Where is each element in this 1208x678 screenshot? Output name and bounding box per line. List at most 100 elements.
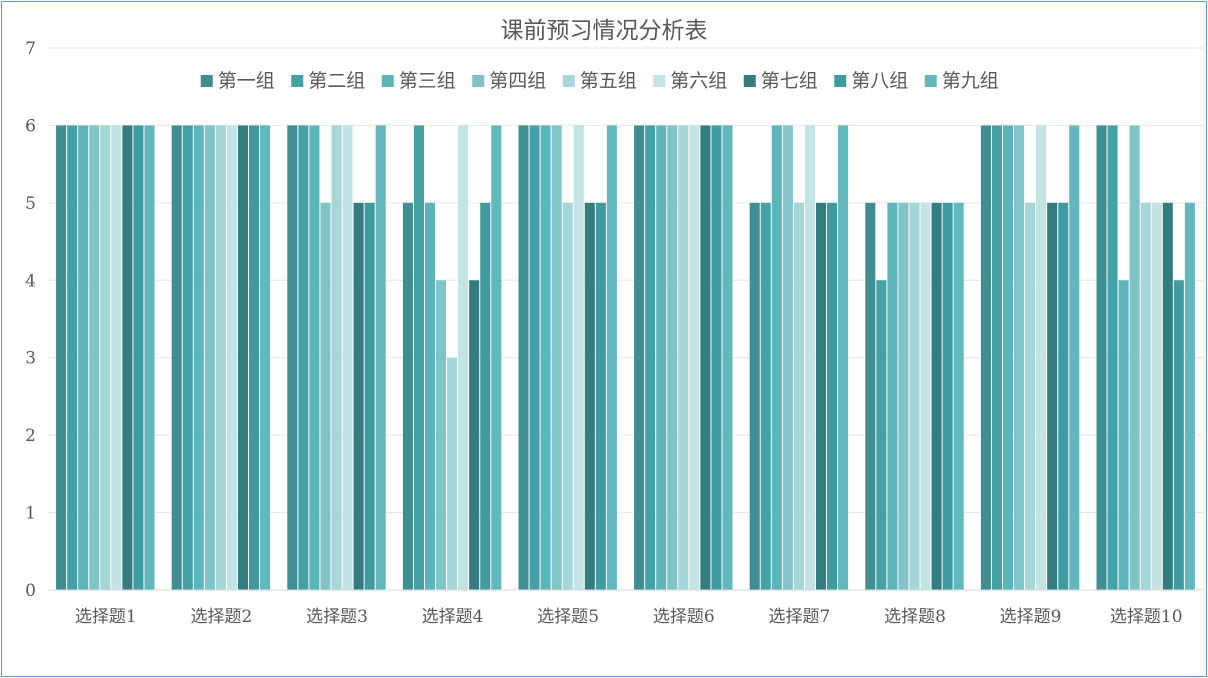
- bar-1-2: [67, 125, 78, 591]
- bar-2-8: [249, 125, 260, 591]
- bar-1-7: [122, 125, 133, 591]
- bar-6-1: [634, 125, 645, 591]
- bar-3-3: [309, 125, 320, 591]
- bar-6-3: [656, 125, 667, 591]
- y-tick-label-2: 2: [25, 426, 36, 446]
- bar-8-1: [865, 202, 876, 591]
- legend-swatch-1: [200, 75, 213, 87]
- bar-3-6: [342, 125, 353, 591]
- bar-10-4: [1129, 125, 1140, 591]
- bar-9-8: [1058, 202, 1069, 591]
- bar-7-3: [771, 125, 782, 591]
- legend-label-9: 第九组: [942, 70, 999, 92]
- bar-6-4: [667, 125, 678, 591]
- bar-6-6: [689, 125, 700, 591]
- legend-label-6: 第六组: [670, 70, 727, 92]
- bar-5-9: [606, 125, 617, 591]
- bar-8-7: [931, 202, 942, 591]
- bars: [56, 125, 1195, 591]
- bar-4-6: [458, 125, 469, 591]
- bar-3-7: [353, 202, 364, 591]
- bar-7-6: [804, 125, 815, 591]
- bar-6-9: [722, 125, 733, 591]
- bar-1-3: [78, 125, 89, 591]
- x-category-label-7: 选择题7: [768, 607, 830, 627]
- bar-10-3: [1118, 280, 1129, 590]
- bar-4-9: [491, 125, 502, 591]
- x-category-label-2: 选择题2: [190, 607, 252, 627]
- legend-swatch-2: [291, 75, 304, 87]
- bar-5-2: [529, 125, 540, 591]
- legend-swatch-3: [381, 75, 394, 87]
- legend-swatch-4: [472, 75, 485, 87]
- bar-7-4: [782, 125, 793, 591]
- legend: 第一组 第二组 第三组 第四组 第五组 第六组 第七组 第八组 第九组: [200, 70, 999, 92]
- bar-5-8: [595, 202, 606, 591]
- y-tick-label-7: 7: [25, 39, 36, 59]
- bar-3-2: [298, 125, 309, 591]
- bar-5-3: [540, 125, 551, 591]
- bar-1-6: [111, 125, 122, 591]
- bar-4-3: [424, 202, 436, 591]
- chart-title: 课前预习情况分析表: [501, 18, 708, 44]
- bar-3-4: [320, 202, 331, 591]
- bar-2-5: [215, 125, 226, 591]
- bar-9-4: [1014, 125, 1025, 591]
- y-tick-label-4: 4: [25, 271, 36, 291]
- bar-6-2: [645, 125, 656, 591]
- bar-8-2: [876, 280, 887, 590]
- legend-swatch-9: [924, 75, 937, 87]
- bar-7-7: [815, 202, 827, 591]
- x-category-label-9: 选择题9: [1000, 607, 1062, 627]
- bar-5-1: [518, 125, 529, 591]
- bar-7-8: [827, 202, 838, 591]
- legend-swatch-5: [562, 75, 575, 87]
- bar-3-9: [375, 125, 386, 591]
- bar-7-1: [749, 202, 760, 591]
- bar-2-9: [260, 125, 271, 591]
- bar-2-1: [171, 125, 182, 591]
- bar-8-3: [887, 202, 898, 591]
- y-tick-label-6: 6: [25, 116, 36, 136]
- bar-1-9: [144, 125, 155, 591]
- bar-6-7: [700, 125, 711, 591]
- y-tick-label-1: 1: [25, 504, 36, 524]
- bar-10-9: [1184, 202, 1195, 591]
- bar-2-6: [226, 125, 237, 591]
- legend-label-2: 第二组: [308, 70, 365, 92]
- bar-2-7: [237, 125, 249, 591]
- legend-label-5: 第五组: [580, 70, 637, 92]
- x-category-label-10: 选择题10: [1110, 607, 1183, 627]
- y-tick-label-3: 3: [25, 349, 36, 369]
- bar-6-5: [678, 125, 689, 591]
- legend-label-3: 第三组: [399, 70, 456, 92]
- x-category-label-1: 选择题1: [75, 607, 137, 627]
- bar-4-1: [402, 202, 413, 591]
- bar-8-5: [909, 202, 920, 591]
- bar-3-1: [287, 125, 298, 591]
- bar-1-5: [100, 125, 111, 591]
- legend-label-7: 第七组: [761, 70, 818, 92]
- bar-10-6: [1151, 202, 1162, 591]
- legend-label-4: 第四组: [489, 70, 546, 92]
- x-category-label-4: 选择题4: [422, 607, 484, 627]
- bar-10-7: [1162, 202, 1173, 591]
- bar-9-2: [991, 125, 1002, 591]
- bar-3-8: [364, 202, 375, 591]
- x-category-label-3: 选择题3: [306, 607, 368, 627]
- bar-9-3: [1002, 125, 1014, 591]
- bar-8-4: [898, 202, 909, 591]
- bar-1-4: [89, 125, 100, 591]
- bar-4-5: [447, 357, 458, 590]
- bar-5-4: [551, 125, 562, 591]
- bar-8-8: [942, 202, 953, 591]
- bar-1-8: [133, 125, 144, 591]
- x-category-label-6: 选择题6: [653, 607, 715, 627]
- bar-10-8: [1173, 280, 1184, 590]
- bar-9-6: [1036, 125, 1047, 591]
- bar-10-5: [1140, 202, 1151, 591]
- legend-swatch-6: [653, 75, 666, 87]
- bar-7-9: [838, 125, 849, 591]
- y-tick-label-0: 0: [25, 581, 36, 601]
